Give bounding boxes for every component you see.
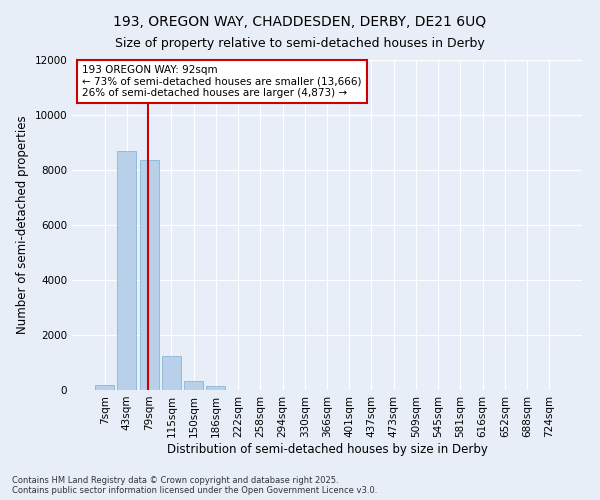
Text: Contains HM Land Registry data © Crown copyright and database right 2025.
Contai: Contains HM Land Registry data © Crown c… — [12, 476, 377, 495]
Text: 193, OREGON WAY, CHADDESDEN, DERBY, DE21 6UQ: 193, OREGON WAY, CHADDESDEN, DERBY, DE21… — [113, 15, 487, 29]
Bar — [118, 152, 136, 390]
Bar — [140, 160, 158, 390]
Text: Size of property relative to semi-detached houses in Derby: Size of property relative to semi-detach… — [115, 38, 485, 51]
Bar — [206, 386, 225, 390]
Bar — [162, 356, 181, 390]
X-axis label: Distribution of semi-detached houses by size in Derby: Distribution of semi-detached houses by … — [167, 442, 487, 456]
Y-axis label: Number of semi-detached properties: Number of semi-detached properties — [16, 116, 29, 334]
Bar — [95, 385, 114, 390]
Bar — [184, 381, 203, 390]
Text: 193 OREGON WAY: 92sqm
← 73% of semi-detached houses are smaller (13,666)
26% of : 193 OREGON WAY: 92sqm ← 73% of semi-deta… — [82, 65, 362, 98]
